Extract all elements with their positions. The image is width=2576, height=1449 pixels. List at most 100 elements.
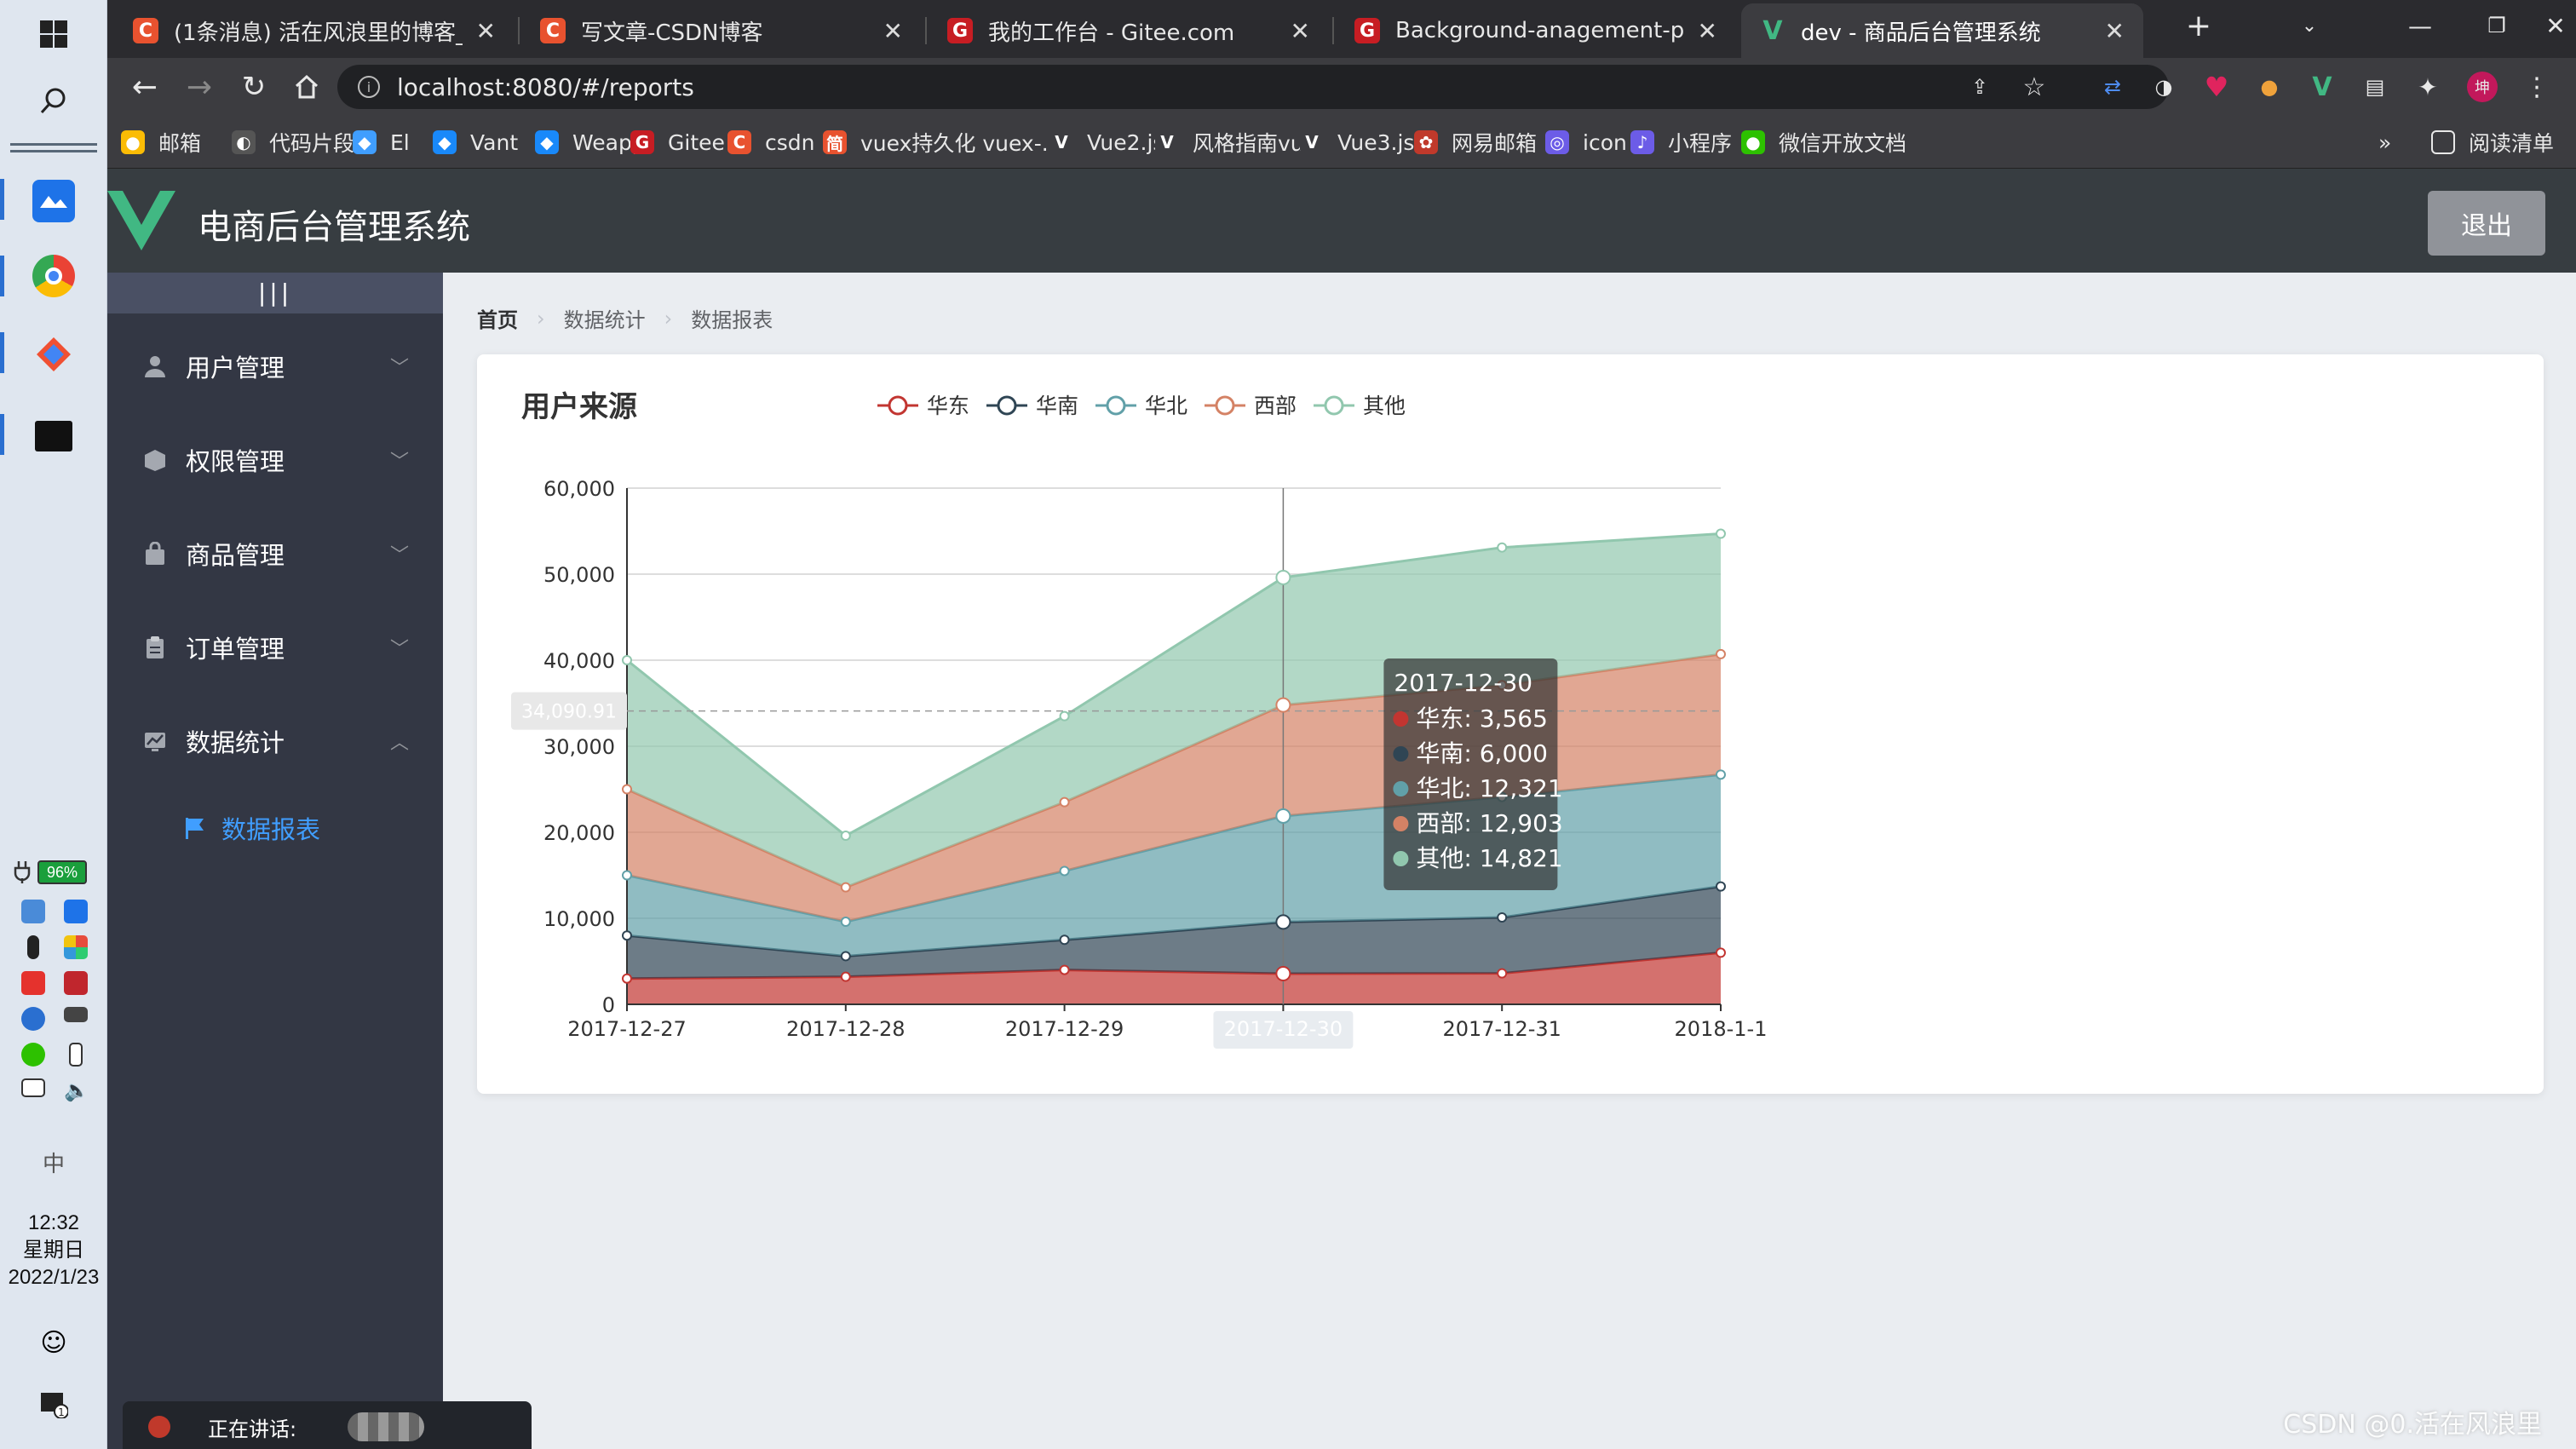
battery-indicator[interactable]: 96% <box>12 855 94 889</box>
reading-list-button[interactable]: 阅读清单 <box>2431 128 2554 157</box>
legend-item-2[interactable]: 华北 <box>1095 394 1187 418</box>
reload-icon[interactable]: ↻ <box>241 70 267 104</box>
taskbar-app-mail-icon[interactable] <box>0 177 107 225</box>
data-point-4-5[interactable] <box>1716 528 1726 539</box>
taskbar-git-icon[interactable] <box>0 331 107 378</box>
bookmark-star-icon[interactable]: ☆ <box>2022 72 2046 102</box>
menu-dots-icon[interactable]: ⋮ <box>2524 72 2550 102</box>
legend-item-4[interactable]: 其他 <box>1314 394 1406 418</box>
bookmark-item[interactable]: ◆ Vant <box>433 128 518 157</box>
tray-usb-icon[interactable] <box>69 1043 83 1067</box>
data-point-2-3[interactable] <box>1275 808 1291 824</box>
data-point-1-1[interactable] <box>840 951 851 962</box>
sidebar-item-statistics[interactable]: 数据统计 ︿ <box>107 699 443 784</box>
data-point-1-5[interactable] <box>1716 881 1726 892</box>
sidebar-item-permissions[interactable]: 权限管理 ﹀ <box>107 417 443 503</box>
tab-dev-admin[interactable]: V dev - 商品后台管理系统 ✕ <box>1741 3 2143 58</box>
extension-heart-icon[interactable]: ♥ <box>2204 71 2229 103</box>
search-icon[interactable] <box>0 82 107 119</box>
legend-item-3[interactable]: 西部 <box>1205 394 1297 418</box>
data-point-1-2[interactable] <box>1059 934 1070 946</box>
input-method-icon[interactable]: 中 <box>42 1151 65 1177</box>
tray-mail-icon[interactable] <box>64 900 88 923</box>
data-point-0-3[interactable] <box>1275 965 1291 981</box>
extension-sync-icon[interactable]: ⇄ <box>2103 75 2122 99</box>
close-icon[interactable]: ✕ <box>883 16 903 45</box>
extensions-puzzle-icon[interactable]: ✦ <box>2418 72 2438 101</box>
bookmark-item[interactable]: ● 微信开放文档 <box>1741 128 1906 157</box>
data-point-0-2[interactable] <box>1059 964 1070 975</box>
close-icon[interactable]: ✕ <box>1697 16 1717 45</box>
logout-button[interactable]: 退出 <box>2428 191 2545 256</box>
bookmarks-more-button[interactable]: » <box>2378 129 2392 155</box>
sidebar-toggle-button[interactable]: ||| <box>107 273 443 313</box>
taskbar-clock[interactable]: 12:32 星期日 2022/1/23 <box>0 1210 107 1291</box>
notification-center-icon[interactable]: 1 <box>0 1385 107 1423</box>
data-point-4-0[interactable] <box>622 655 632 665</box>
bookmark-item[interactable]: ◆ El <box>353 128 410 157</box>
data-point-2-5[interactable] <box>1716 769 1726 780</box>
data-point-3-0[interactable] <box>622 784 632 795</box>
area-4[interactable] <box>627 533 1721 888</box>
tray-mic-icon[interactable] <box>27 935 39 959</box>
data-point-1-0[interactable] <box>622 930 632 941</box>
bookmark-item[interactable]: ♪ 小程序 <box>1630 128 1732 157</box>
share-icon[interactable]: ⇪ <box>1970 75 1989 99</box>
data-point-0-1[interactable] <box>840 971 851 982</box>
tray-wechat-icon[interactable] <box>21 1043 45 1067</box>
area-1[interactable] <box>627 886 1721 979</box>
data-point-2-0[interactable] <box>622 870 632 881</box>
tab-csdn-blog[interactable]: C (1条消息) 活在风浪里的博客_0,活 ✕ <box>114 3 515 58</box>
forward-arrow-icon[interactable]: → <box>186 69 213 105</box>
legend-item-0[interactable]: 华东 <box>877 394 969 418</box>
new-tab-button[interactable]: + <box>2185 8 2212 43</box>
tray-l-icon[interactable] <box>21 1007 45 1031</box>
chat-bubble-icon[interactable]: ☺ <box>40 1327 67 1358</box>
taskbar-terminal-icon[interactable] <box>0 412 107 460</box>
close-icon[interactable]: ✕ <box>2104 16 2125 45</box>
bookmark-item[interactable]: V 风格指南vue <box>1155 128 1317 157</box>
sidebar-item-orders[interactable]: 订单管理 ﹀ <box>107 605 443 690</box>
muted-mic-icon[interactable] <box>148 1416 170 1438</box>
tab-gitee-project[interactable]: G Background-anagement-proje ✕ <box>1336 3 1736 58</box>
extension-reader-icon[interactable]: ▤ <box>2365 75 2385 99</box>
close-icon[interactable]: ✕ <box>475 16 496 45</box>
extension-vue-devtools-icon[interactable]: V <box>2312 72 2332 102</box>
bookmark-item[interactable]: 简 vuex持久化 vuex-... <box>823 128 1062 157</box>
data-point-1-3[interactable] <box>1275 914 1291 930</box>
tray-device-icon[interactable] <box>64 1007 88 1022</box>
tray-app-red-icon[interactable] <box>21 971 45 995</box>
sidebar-item-users[interactable]: 用户管理 ﹀ <box>107 324 443 409</box>
extension-dark-icon[interactable]: ◑ <box>2154 75 2173 99</box>
tab-gitee-workbench[interactable]: G 我的工作台 - Gitee.com ✕ <box>929 3 1329 58</box>
data-point-4-4[interactable] <box>1497 542 1508 553</box>
bookmark-item[interactable]: ◎ icon <box>1545 128 1627 157</box>
back-arrow-icon[interactable]: ← <box>131 69 158 105</box>
tray-display-icon[interactable] <box>21 1078 45 1097</box>
data-point-4-3[interactable] <box>1275 569 1291 585</box>
tab-csdn-write[interactable]: C 写文章-CSDN博客 ✕ <box>521 3 922 58</box>
sidebar-item-goods[interactable]: 商品管理 ﹀ <box>107 511 443 596</box>
user-source-chart[interactable]: 用户来源 华东 华南 华北 西部 其他 0 10,000 20,000 30,000 40,000 5… <box>477 354 2544 1094</box>
data-point-4-2[interactable] <box>1059 710 1070 722</box>
data-point-4-1[interactable] <box>840 831 851 842</box>
bookmark-item[interactable]: V Vue3.js <box>1300 128 1414 157</box>
data-point-3-1[interactable] <box>840 882 851 893</box>
bookmark-item[interactable]: ✿ 网易邮箱 <box>1414 128 1537 157</box>
extension-lamp-icon[interactable]: ● <box>2260 75 2279 99</box>
tray-volume-icon[interactable]: 🔈 <box>64 1078 89 1102</box>
series-line-4[interactable] <box>626 532 1722 837</box>
close-icon[interactable]: ✕ <box>1290 16 1310 45</box>
address-bar[interactable]: i localhost:8080/#/reports <box>337 65 2169 109</box>
window-close-button[interactable]: ✕ <box>2545 11 2566 40</box>
data-point-2-2[interactable] <box>1059 865 1070 877</box>
data-point-0-4[interactable] <box>1497 968 1508 979</box>
bookmark-item[interactable]: ◐ 代码片段 <box>232 128 354 157</box>
sidebar-subitem-reports[interactable]: 数据报表 <box>107 785 443 871</box>
bookmark-item[interactable]: V Vue2.js <box>1049 128 1164 157</box>
data-point-2-1[interactable] <box>840 917 851 928</box>
minimize-button[interactable]: — <box>2408 11 2432 40</box>
data-point-3-2[interactable] <box>1059 796 1070 808</box>
bookmark-item[interactable]: ◆ Weapp <box>535 128 646 157</box>
